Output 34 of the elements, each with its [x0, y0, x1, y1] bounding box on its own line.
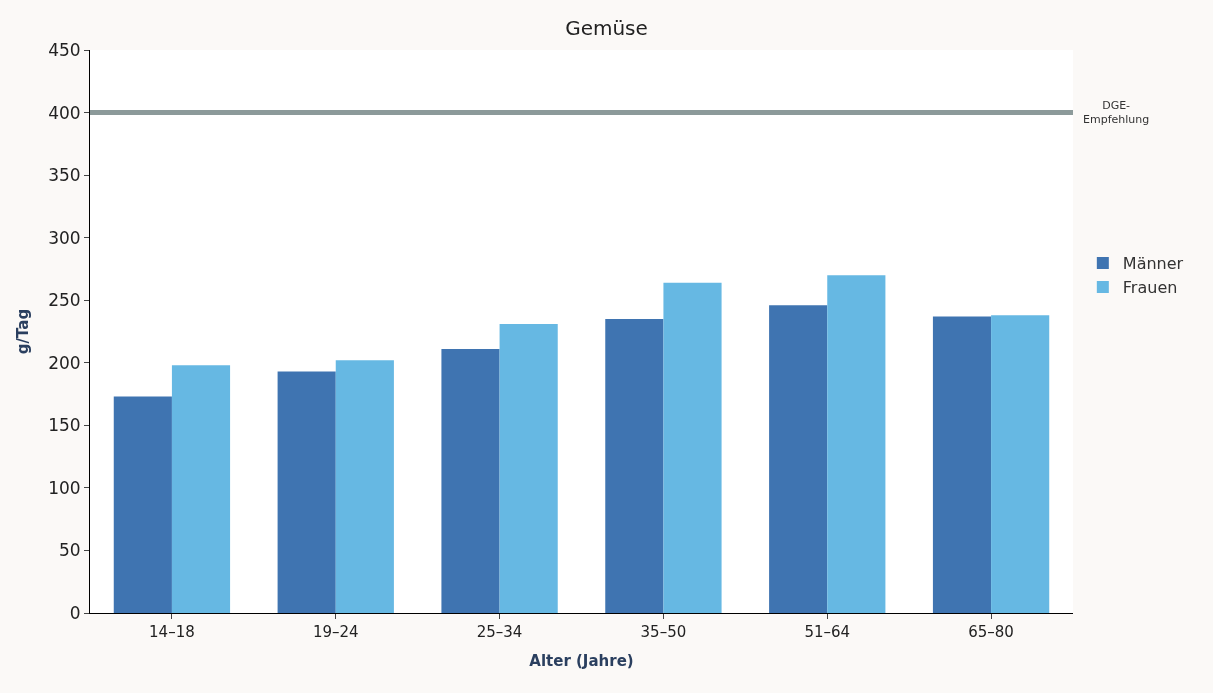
bar [277, 371, 336, 613]
x-tick-label: 19–24 [312, 623, 359, 641]
legend-label: Männer [1122, 254, 1184, 274]
y-tick-label: 250 [48, 290, 81, 311]
bar [827, 275, 886, 613]
y-tick-label: 200 [48, 352, 81, 373]
y-tick-label: 100 [48, 477, 81, 498]
bar [932, 316, 992, 613]
y-axis-title: g/Tag [14, 308, 33, 355]
x-tick-label: 65–80 [968, 623, 1014, 641]
x-tick-label: 14–18 [149, 623, 195, 641]
x-axis-title: Alter (Jahre) [529, 652, 634, 670]
bar [991, 315, 1050, 613]
bar [663, 282, 722, 613]
y-tick-label: 300 [48, 227, 81, 248]
ref-line-label: DGE- Empfehlung [1083, 99, 1150, 127]
y-tick-label: 400 [48, 102, 81, 123]
y-tick-label: 0 [69, 602, 81, 623]
legend-label: Frauen [1122, 278, 1178, 298]
y-tick-label: 50 [58, 540, 81, 561]
y-tick-label: 350 [48, 165, 81, 186]
bar [171, 365, 231, 613]
chart-title: Gemüse [565, 15, 648, 40]
bar [113, 396, 172, 613]
bar [499, 323, 558, 613]
y-tick-label: 450 [48, 39, 81, 60]
x-tick-label: 25–34 [476, 623, 523, 641]
bar [441, 349, 500, 613]
y-tick-label: 150 [48, 415, 81, 436]
bar [605, 318, 664, 613]
x-tick-label: 51–64 [804, 623, 851, 641]
bar [769, 305, 828, 613]
bar [335, 360, 394, 613]
x-tick-label: 35–50 [640, 623, 687, 641]
